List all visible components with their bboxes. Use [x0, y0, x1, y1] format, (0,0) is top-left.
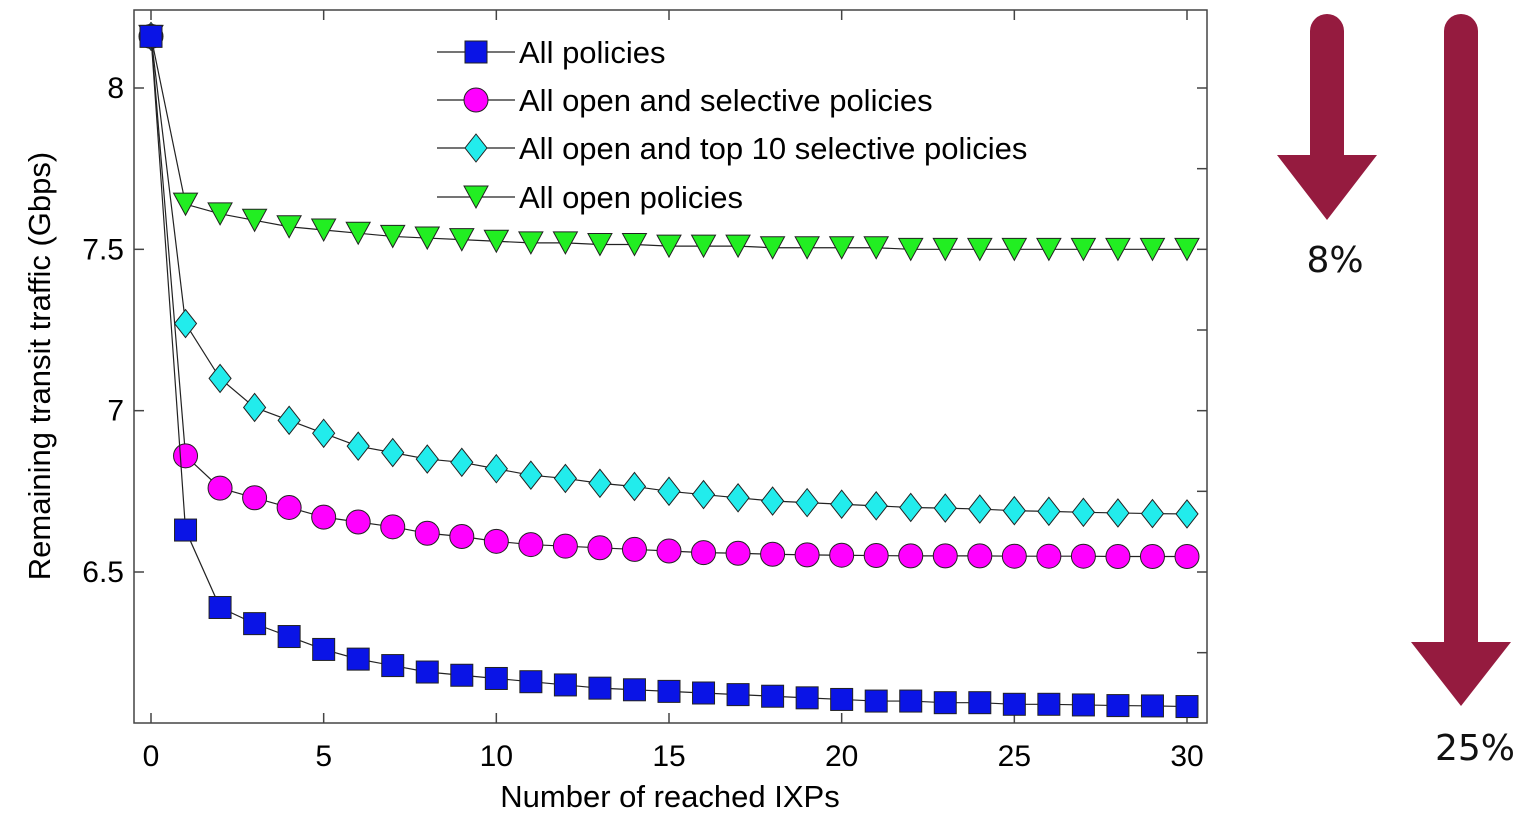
- annotation-8-percent-label: 8%: [1306, 240, 1363, 281]
- data-point: [278, 626, 300, 648]
- data-point: [865, 690, 887, 712]
- data-point: [1140, 545, 1164, 569]
- arrow-8-percent: [1277, 14, 1377, 220]
- data-point: [969, 692, 991, 714]
- legend-label: All policies: [519, 35, 665, 70]
- y-tick-label: 7.5: [82, 233, 124, 266]
- data-point: [727, 684, 749, 706]
- data-point: [175, 519, 197, 541]
- data-point: [519, 533, 543, 557]
- data-point: [520, 671, 542, 693]
- legend-label: All open and top 10 selective policies: [519, 131, 1027, 166]
- data-point: [658, 680, 680, 702]
- data-point: [381, 515, 405, 539]
- data-point: [416, 661, 438, 683]
- x-tick-label: 10: [480, 740, 513, 773]
- y-tick-label: 6.5: [82, 556, 124, 589]
- data-point: [244, 613, 266, 635]
- data-point: [831, 688, 853, 710]
- data-point: [1106, 545, 1130, 569]
- legend-marker: [464, 88, 488, 112]
- x-axis-title: Number of reached IXPs: [500, 779, 839, 814]
- legend-label: All open and selective policies: [519, 83, 933, 118]
- data-point: [726, 541, 750, 565]
- data-point: [968, 544, 992, 568]
- data-point: [795, 543, 819, 567]
- data-point: [450, 525, 474, 549]
- data-point: [762, 685, 784, 707]
- legend-marker: [465, 41, 487, 63]
- data-point: [761, 542, 785, 566]
- data-point: [313, 638, 335, 660]
- y-tick-label: 7: [107, 395, 124, 428]
- data-point: [1141, 695, 1163, 717]
- data-point: [622, 537, 646, 561]
- data-point: [415, 521, 439, 545]
- data-point: [312, 505, 336, 529]
- data-point: [864, 544, 888, 568]
- x-tick-label: 5: [315, 740, 332, 773]
- data-point: [692, 541, 716, 565]
- data-point: [1002, 544, 1026, 568]
- x-tick-label: 15: [652, 740, 685, 773]
- data-point: [934, 692, 956, 714]
- data-point: [553, 534, 577, 558]
- x-tick-label: 25: [998, 740, 1031, 773]
- data-point: [140, 25, 162, 47]
- annotations: 8% 25%: [1277, 14, 1515, 769]
- data-point: [209, 596, 231, 618]
- data-point: [208, 476, 232, 500]
- data-point: [484, 529, 508, 553]
- data-point: [1175, 545, 1199, 569]
- data-point: [347, 648, 369, 670]
- data-point: [451, 664, 473, 686]
- data-point: [174, 444, 198, 468]
- data-point: [485, 667, 507, 689]
- data-point: [243, 486, 267, 510]
- x-tick-label: 30: [1170, 740, 1203, 773]
- data-point: [796, 687, 818, 709]
- data-point: [900, 690, 922, 712]
- data-point: [382, 655, 404, 677]
- data-point: [346, 510, 370, 534]
- data-point: [1107, 695, 1129, 717]
- data-point: [657, 539, 681, 563]
- data-point: [933, 544, 957, 568]
- y-tick-label: 8: [107, 72, 124, 105]
- legend-entry: All open and top 10 selective policies: [437, 131, 1027, 166]
- data-point: [1071, 544, 1095, 568]
- arrow-25-percent: [1411, 14, 1511, 706]
- data-point: [554, 674, 576, 696]
- x-tick-label: 0: [143, 740, 160, 773]
- legend-label: All open policies: [519, 180, 743, 215]
- data-point: [830, 543, 854, 567]
- data-point: [277, 495, 301, 519]
- data-point: [1037, 544, 1061, 568]
- y-axis-title: Remaining transit traffic (Gbps): [22, 152, 57, 580]
- data-point: [899, 544, 923, 568]
- data-point: [589, 677, 611, 699]
- x-tick-label: 20: [825, 740, 858, 773]
- data-point: [1072, 694, 1094, 716]
- data-point: [623, 679, 645, 701]
- data-point: [1038, 693, 1060, 715]
- data-point: [1176, 696, 1198, 718]
- data-point: [1003, 693, 1025, 715]
- data-point: [693, 682, 715, 704]
- data-point: [588, 536, 612, 560]
- annotation-25-percent-label: 25%: [1435, 728, 1515, 769]
